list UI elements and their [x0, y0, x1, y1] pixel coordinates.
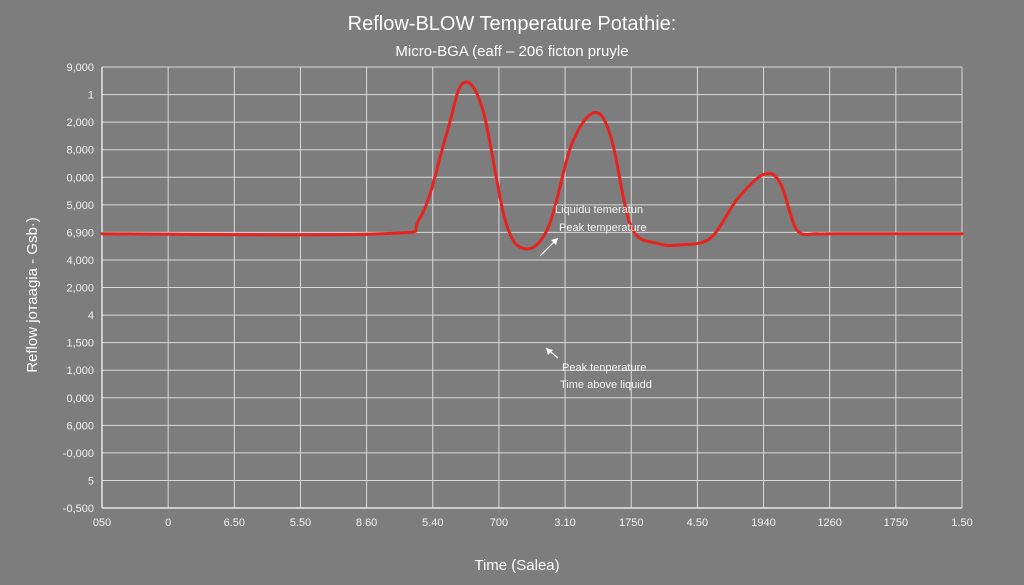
y-tick-label: 0,000	[66, 393, 94, 405]
y-axis-label: Reflow јотааgia - Gsb·)	[24, 217, 41, 373]
series-line-0	[100, 80, 964, 251]
x-tick-label: 700	[490, 517, 508, 529]
x-tick-label: 6.50	[224, 517, 245, 529]
x-tick-label: 050	[93, 517, 111, 529]
y-tick-label: 1	[88, 90, 94, 102]
y-tick-label: 5	[88, 475, 94, 487]
annotation-peak-temp-lower: Peak tenperature	[562, 362, 646, 374]
y-tick-label: 6,900	[66, 227, 94, 239]
x-tick-label: 1940	[751, 517, 775, 529]
y-tick-label: 4,000	[66, 255, 94, 267]
x-axis-label: Time (Salea)	[474, 557, 559, 574]
annotation-time-above-liquidus: Time above liquidd	[560, 379, 652, 391]
x-tick-label: 4.50	[687, 517, 708, 529]
x-tick-label: 3.10	[554, 517, 575, 529]
y-tick-label: 1,000	[66, 365, 94, 377]
y-tick-label: 0,000	[66, 172, 94, 184]
y-tick-label: 8,000	[66, 145, 94, 157]
y-tick-label: 2,000	[66, 283, 94, 295]
y-tick-label: -0,000	[63, 448, 94, 460]
x-tick-labels: 050 0 6.50 5.50 8.60 5.40 700 3.10 1750 4.50 1940 1…	[93, 517, 973, 529]
y-tick-label: -0,500	[63, 503, 94, 515]
annotation-arrowhead-upper	[551, 238, 558, 245]
annotation-peak-temp-upper: Peak temperature	[559, 222, 646, 234]
x-tick-label: 1750	[884, 517, 908, 529]
y-tick-label: 4	[88, 310, 94, 322]
grid	[102, 66, 963, 509]
chart-subtitle: Micro-BGA (eaff – 206 ficton pruyle	[395, 43, 628, 60]
x-tick-label: 1.50	[951, 517, 972, 529]
series-layer	[100, 80, 964, 251]
x-tick-label: 1750	[619, 517, 643, 529]
x-tick-label: 5.50	[290, 517, 311, 529]
chart-title: Reflow-BLOW Temperature Potathie:	[348, 13, 677, 35]
y-tick-label: 6,000	[66, 420, 94, 432]
x-tick-label: 0	[165, 517, 171, 529]
x-tick-label: 8.60	[356, 517, 377, 529]
y-tick-label: 2,000	[66, 117, 94, 129]
y-tick-label: 1,500	[66, 338, 94, 350]
annotation-liquidus-temp: Liquidu temeratun	[555, 204, 643, 216]
y-tick-labels: 9,000 1 2,000 8,000 0,000 5,000 6,900 4,000 2,00…	[63, 62, 94, 515]
y-tick-label: 5,000	[66, 200, 94, 212]
y-tick-label: 9,000	[66, 62, 94, 74]
x-tick-label: 5.40	[422, 517, 443, 529]
x-tick-label: 1260	[817, 517, 841, 529]
annotations: Liquidu temeratun Peak temperature Peak …	[539, 204, 652, 391]
axes	[101, 67, 962, 509]
annotation-arrowhead-lower	[546, 348, 553, 355]
